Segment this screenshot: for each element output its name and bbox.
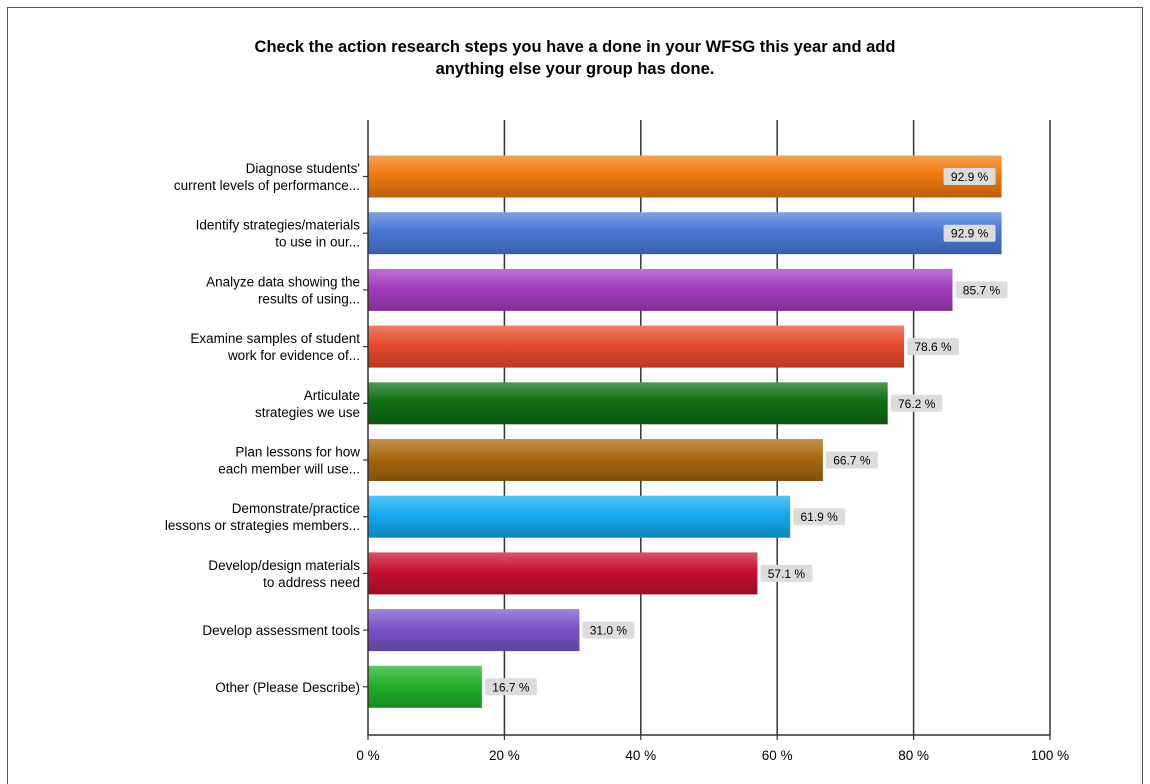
data-label: 92.9 % xyxy=(951,227,989,241)
bar xyxy=(368,609,580,652)
category-label: Demonstrate/practice lessons or strategie… xyxy=(165,501,360,533)
x-tick-label: 20 % xyxy=(489,748,520,763)
category-label: Analyze data showing the results of using… xyxy=(206,274,360,306)
chart-title-line-2: anything else your group has done. xyxy=(435,60,715,78)
bar xyxy=(368,325,905,368)
data-label: 61.9 % xyxy=(800,510,838,524)
category-label: Examine samples of student work for evide… xyxy=(190,331,360,363)
data-label-bg xyxy=(890,394,943,412)
data-label-bg xyxy=(793,508,846,526)
data-label-bg xyxy=(943,168,996,185)
data-label: 92.9 % xyxy=(951,170,989,184)
data-label: 16.7 % xyxy=(492,680,530,694)
category-label: Other (Please Describe) xyxy=(215,680,360,695)
bar xyxy=(368,665,482,708)
data-label-bg xyxy=(760,564,813,582)
category-label: Plan lessons for how each member will use… xyxy=(218,445,360,477)
data-label-bg xyxy=(955,281,1008,299)
x-tick-label: 100 % xyxy=(1031,748,1069,763)
x-tick-label: 0 % xyxy=(356,748,379,763)
bar xyxy=(368,268,953,311)
bars: 92.9 % 92.9 % 85.7 % 78.6 % 76.2 % 66.7 % 61.9… xyxy=(368,155,1008,708)
x-tick-label: 40 % xyxy=(625,748,656,763)
data-label: 76.2 % xyxy=(898,397,936,411)
category-label: Identify strategies/materials to use in o… xyxy=(196,218,361,250)
category-label: Articulate strategies we use xyxy=(255,388,360,420)
x-axis: 0 % 20 % 40 % 60 % 80 % 100 % xyxy=(356,734,1069,763)
category-label: Diagnose students' current levels of perf… xyxy=(174,161,360,193)
category-label: Develop/design materials to address need xyxy=(208,558,360,590)
data-label: 85.7 % xyxy=(963,283,1001,297)
chart-title: Check the action research steps you have… xyxy=(0,36,1150,80)
y-axis: Diagnose students' current levels of perf… xyxy=(165,120,369,735)
data-label-bg xyxy=(907,338,960,356)
x-tick-label: 80 % xyxy=(898,748,929,763)
category-label: Develop assessment tools xyxy=(202,623,360,638)
data-label-bg xyxy=(825,451,878,469)
data-label-bg xyxy=(943,224,996,242)
bar xyxy=(368,439,823,481)
bar xyxy=(368,552,758,595)
bar xyxy=(368,155,1002,198)
data-label-bg xyxy=(484,678,537,696)
chart-title-line-1: Check the action research steps you have… xyxy=(254,38,896,56)
bar xyxy=(368,382,888,425)
bar xyxy=(368,212,1002,255)
data-label: 57.1 % xyxy=(768,567,806,581)
bar xyxy=(368,495,791,538)
data-label: 66.7 % xyxy=(833,454,871,468)
x-tick-label: 60 % xyxy=(762,748,793,763)
data-label-bg xyxy=(582,621,635,639)
data-label: 31.0 % xyxy=(590,624,628,638)
data-label: 78.6 % xyxy=(914,340,952,354)
